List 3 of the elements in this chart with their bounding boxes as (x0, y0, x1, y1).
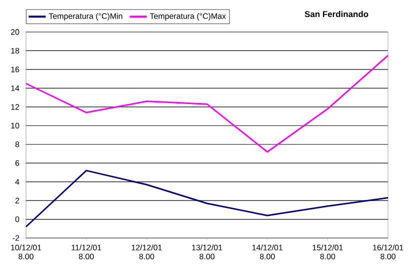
line-series (25, 54, 389, 153)
chart-title: San Ferdinando (304, 10, 368, 18)
line-series (25, 170, 389, 228)
